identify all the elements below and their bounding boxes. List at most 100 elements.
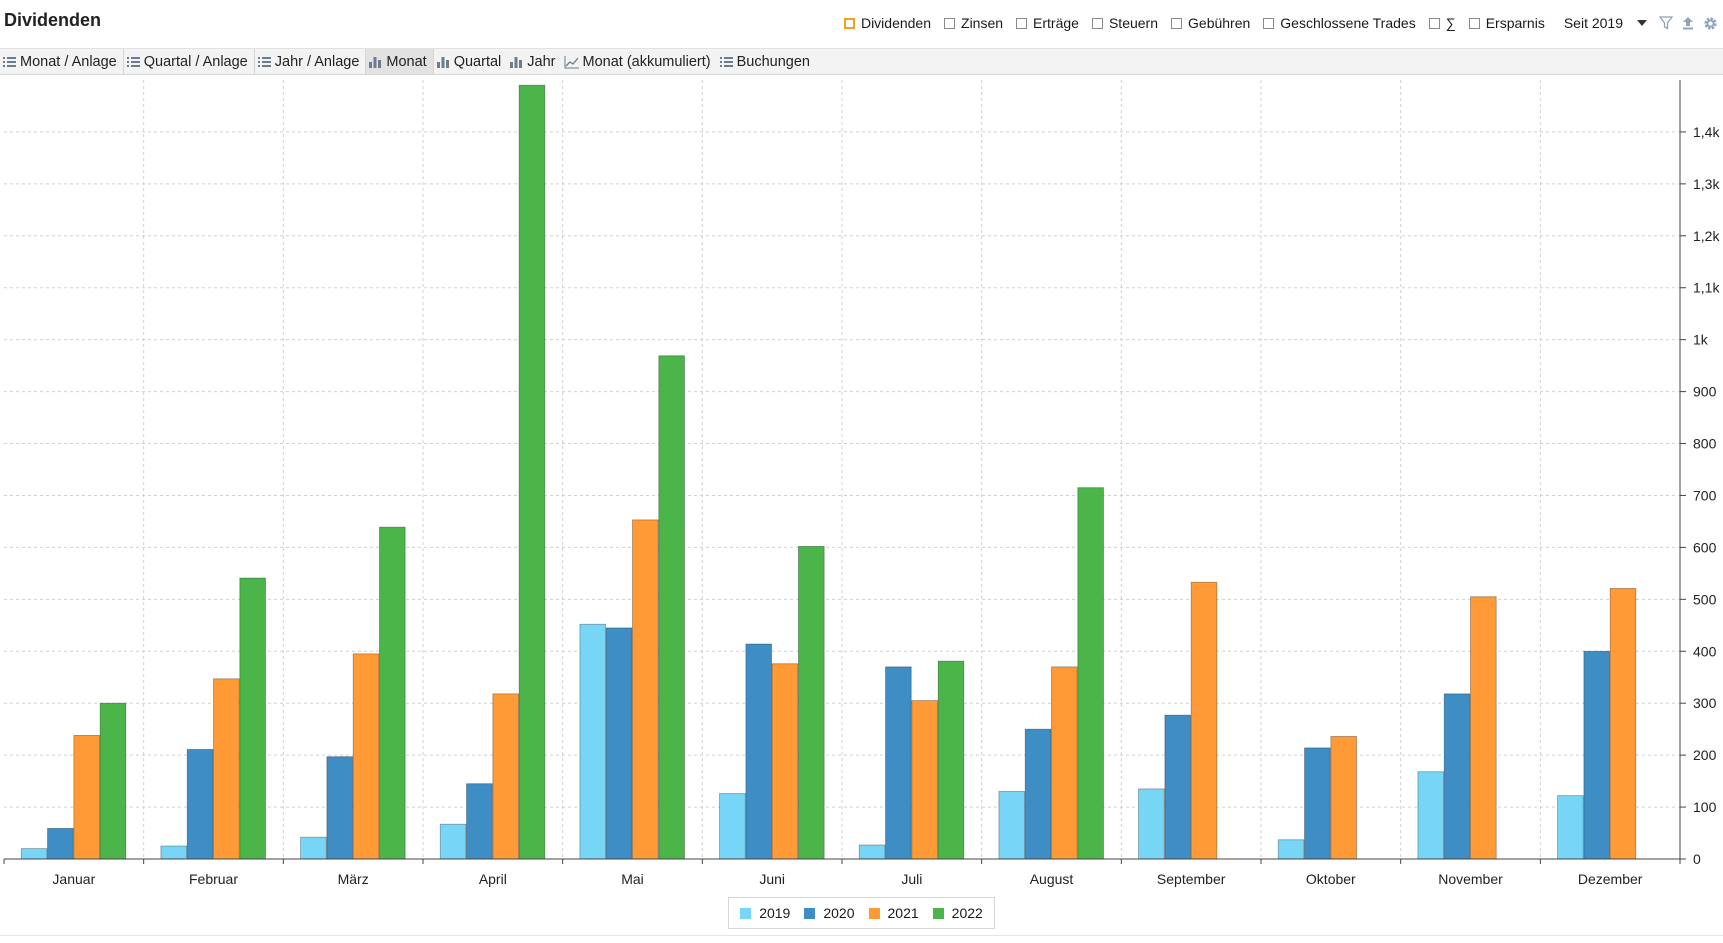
view-toolbar: Monat / Anlage Quartal / Anlage Jahr / A…: [0, 48, 1723, 75]
list-icon: [719, 56, 733, 67]
checkbox-steuern[interactable]: [1091, 17, 1103, 29]
y-tick-label: 0: [1693, 851, 1701, 867]
chart-legend: 2019 2020 2021 2022: [728, 897, 995, 929]
checkbox-ersparnis[interactable]: [1468, 17, 1480, 29]
bar-2021-Juli: [911, 700, 938, 860]
y-tick-label: 500: [1693, 591, 1717, 607]
chart-axes: [3, 80, 1686, 864]
bar-2020-September: [1164, 714, 1191, 860]
bar-2019-September: [1138, 788, 1165, 860]
y-tick-label: 1,4k: [1693, 124, 1720, 140]
bar-2020-Juli: [885, 666, 912, 860]
bar-2022-Juli: [937, 660, 965, 860]
tab-label: Buchungen: [736, 53, 810, 70]
filter-dividenden[interactable]: Dividenden: [843, 15, 932, 31]
filter-summe[interactable]: ∑: [1428, 15, 1456, 31]
bar-2019-August: [998, 791, 1026, 860]
filter-zinsen[interactable]: Zinsen: [944, 15, 1003, 31]
x-tick-label: Dezember: [1578, 871, 1643, 887]
legend-item-2019[interactable]: 2019: [740, 905, 790, 921]
divider: [0, 935, 1723, 936]
checkbox-summe[interactable]: [1428, 17, 1440, 29]
bar-2022-Juni: [798, 545, 825, 860]
tab-quartal[interactable]: Quartal: [434, 49, 508, 74]
bar-2020-November: [1443, 693, 1471, 860]
filter-label: Geschlossene Trades: [1280, 15, 1416, 31]
legend-item-2022[interactable]: 2022: [932, 905, 983, 921]
bar-2019-Juli: [858, 844, 886, 860]
legend-label: 2020: [823, 905, 855, 921]
bar-2021-Dezember: [1609, 588, 1637, 860]
filter-steuern[interactable]: Steuern: [1091, 15, 1158, 31]
bar-chart-icon: [369, 56, 382, 68]
y-tick-label: 200: [1693, 747, 1717, 763]
list-icon: [3, 56, 16, 67]
bar-chart-icon: [436, 56, 449, 68]
y-tick-label: 800: [1693, 436, 1717, 452]
checkbox-zinsen[interactable]: [944, 17, 956, 29]
tab-label: Monat (akkumuliert): [582, 53, 711, 70]
export-icon[interactable]: [1679, 14, 1697, 32]
tab-jahr-anlage[interactable]: Jahr / Anlage: [255, 49, 367, 74]
tab-label: Jahr: [527, 53, 556, 70]
gear-icon[interactable]: [1701, 14, 1719, 32]
filter-label: ∑: [1445, 15, 1456, 31]
bar-2020-Mai: [605, 627, 633, 860]
bar-2021-Februar: [213, 678, 240, 860]
period-select[interactable]: Seit 2019: [1563, 15, 1623, 31]
x-tick-label: April: [479, 871, 507, 887]
checkbox-ertraege[interactable]: [1016, 17, 1028, 29]
checkbox-dividenden[interactable]: [843, 17, 855, 29]
legend-swatch: [804, 907, 816, 919]
legend-swatch: [868, 907, 880, 919]
tab-monat-anlage[interactable]: Monat / Anlage: [0, 49, 124, 74]
line-chart-icon: [564, 55, 579, 68]
bar-2019-Juni: [719, 793, 746, 860]
bar-2021-August: [1051, 666, 1078, 860]
filter-label: Erträge: [1033, 15, 1079, 31]
bar-2020-März: [326, 756, 353, 860]
legend-item-2020[interactable]: 2020: [804, 905, 855, 921]
checkbox-gebuehren[interactable]: [1171, 17, 1183, 29]
filter-ersparnis[interactable]: Ersparnis: [1468, 15, 1545, 31]
header: Dividenden Dividenden Zinsen Erträge Ste…: [0, 0, 1723, 44]
chart-bars: [20, 84, 1637, 860]
tab-monat-akkumuliert[interactable]: Monat (akkumuliert): [562, 49, 717, 74]
tab-monat[interactable]: Monat: [366, 49, 434, 74]
y-tick-label: 700: [1693, 487, 1717, 503]
tab-jahr[interactable]: Jahr: [507, 49, 561, 74]
filter-label: Dividenden: [860, 15, 932, 31]
y-tick-label: 1,3k: [1693, 176, 1720, 192]
bar-2019-Februar: [160, 845, 187, 860]
filter-geschlossene-trades[interactable]: Geschlossene Trades: [1263, 15, 1416, 31]
y-tick-label: 100: [1693, 799, 1717, 815]
filter-label: Ersparnis: [1485, 15, 1545, 31]
tab-label: Monat: [386, 53, 427, 70]
y-axis-labels: 0 100 200 300 400 500 600 700 800 900 1k 1,1k 1,2k 1,…: [1693, 124, 1720, 867]
chevron-down-icon[interactable]: [1637, 20, 1647, 26]
bar-2022-Mai: [658, 355, 685, 860]
filter-icon[interactable]: [1657, 14, 1675, 32]
tab-quartal-anlage[interactable]: Quartal / Anlage: [124, 49, 255, 74]
bar-chart-icon: [510, 56, 523, 68]
y-tick-label: 1k: [1693, 332, 1709, 348]
y-tick-label: 400: [1693, 643, 1717, 659]
filter-ertraege[interactable]: Erträge: [1016, 15, 1079, 31]
filter-gebuehren[interactable]: Gebühren: [1171, 15, 1250, 31]
bar-2020-April: [466, 783, 493, 860]
bar-2021-Juni: [771, 663, 799, 860]
tab-label: Monat / Anlage: [20, 53, 117, 70]
x-tick-label: Oktober: [1306, 871, 1356, 887]
filter-label: Gebühren: [1188, 15, 1251, 31]
bar-2020-Juni: [745, 643, 772, 860]
tab-label: Quartal: [453, 53, 502, 70]
x-tick-label: November: [1438, 871, 1503, 887]
x-tick-label: September: [1157, 871, 1226, 887]
y-tick-label: 600: [1693, 539, 1717, 555]
legend-item-2021[interactable]: 2021: [868, 905, 919, 921]
bar-2022-Januar: [99, 702, 127, 860]
tab-buchungen[interactable]: Buchungen: [717, 49, 816, 74]
filter-label: Zinsen: [961, 15, 1004, 31]
y-tick-label: 1,2k: [1693, 228, 1720, 244]
checkbox-geschlossene-trades[interactable]: [1263, 17, 1275, 29]
